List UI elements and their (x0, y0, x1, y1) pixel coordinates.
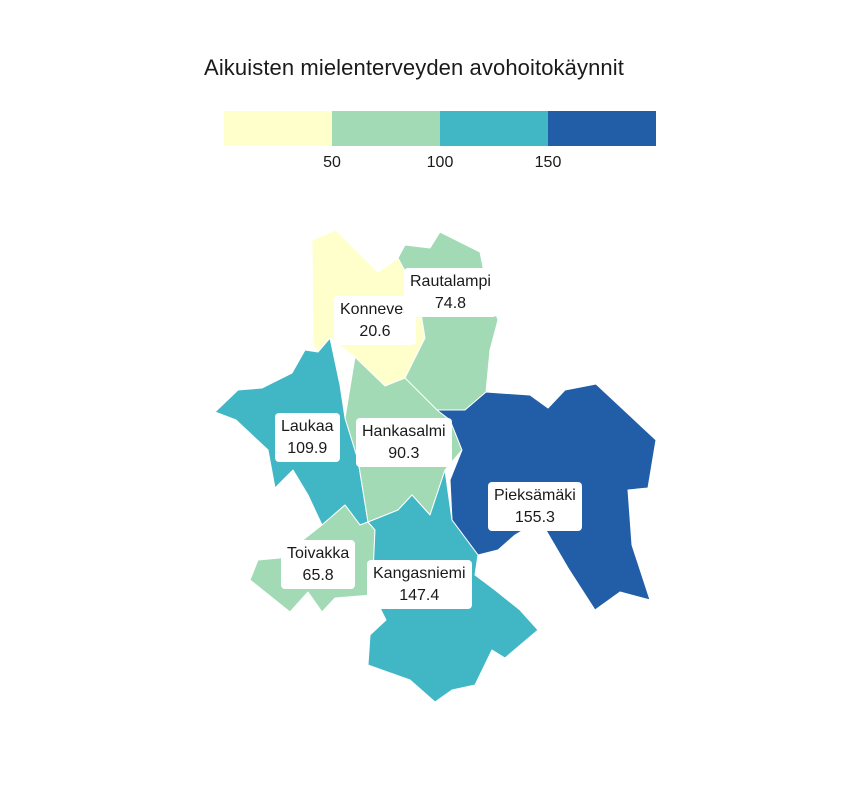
label-laukaa: Laukaa 109.9 (275, 413, 340, 462)
label-pieksamaki-value: 155.3 (514, 509, 555, 526)
legend-swatch-3 (440, 111, 548, 146)
label-hankasalmi-name: Hankasalmi (362, 423, 446, 440)
label-toivakka-value: 65.8 (302, 567, 334, 584)
map-title: Aikuisten mielenterveyden avohoitokäynni… (204, 55, 624, 80)
label-pieksamaki: Pieksämäki 155.3 (488, 482, 582, 531)
legend-tick-150: 150 (534, 154, 562, 171)
label-pieksamaki-name: Pieksämäki (494, 487, 576, 504)
legend-swatch-2 (332, 111, 440, 146)
label-kangasniemi-value: 147.4 (399, 587, 440, 604)
label-kangasniemi: Kangasniemi 147.4 (367, 560, 472, 609)
legend-swatch-4 (548, 111, 656, 146)
label-rautalampi: Rautalampi 74.8 (404, 268, 497, 317)
label-toivakka: Toivakka 65.8 (281, 540, 356, 589)
label-konnevesi-value: 20.6 (359, 323, 391, 340)
label-hankasalmi: Hankasalmi 90.3 (356, 418, 452, 467)
color-legend (224, 111, 656, 146)
legend-tick-100: 100 (426, 154, 454, 171)
label-rautalampi-value: 74.8 (434, 295, 467, 312)
label-laukaa-name: Laukaa (281, 418, 334, 435)
label-hankasalmi-value: 90.3 (388, 445, 420, 462)
legend-swatch-1 (224, 111, 332, 146)
label-konnevesi-name: Konnevesi (340, 301, 415, 318)
label-toivakka-name: Toivakka (287, 545, 350, 562)
label-kangasniemi-name: Kangasniemi (373, 565, 466, 582)
label-konnevesi: Konnevesi 20.6 (334, 296, 416, 345)
legend-tick-50: 50 (323, 154, 341, 171)
label-laukaa-value: 109.9 (287, 440, 328, 457)
label-rautalampi-name: Rautalampi (410, 273, 491, 290)
